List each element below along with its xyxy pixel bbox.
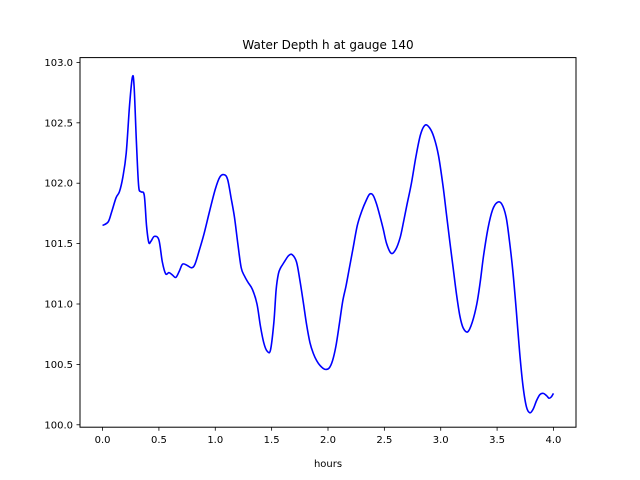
y-axis: 100.0 100.5 101.0 101.5 102.0 102.5 103.0 [44,58,80,431]
y-tick-label: 102.5 [44,118,73,129]
y-tick-label: 100.5 [44,360,73,371]
chart-title: Water Depth h at gauge 140 [242,38,413,52]
x-tick-label: 3.5 [489,435,505,446]
x-tick-label: 1.0 [207,435,223,446]
x-tick-label: 2.5 [376,435,392,446]
water-depth-series-line [102,74,555,414]
y-tick-label: 100.0 [44,420,73,431]
x-tick-label: 0.0 [95,435,111,446]
x-tick-label: 2.0 [320,435,336,446]
x-tick-label: 4.0 [546,435,562,446]
y-tick-label: 103.0 [44,58,73,69]
x-tick-label: 3.0 [433,435,449,446]
y-tick-label: 102.0 [44,179,73,190]
x-axis-label: hours [314,459,342,470]
x-tick-label: 1.5 [264,435,280,446]
y-tick-label: 101.5 [44,239,73,250]
x-axis: 0.0 0.5 1.0 1.5 2.0 2.5 3.0 3.5 4.0 [95,427,562,446]
x-tick-label: 0.5 [151,435,167,446]
y-tick-label: 101.0 [44,300,73,311]
